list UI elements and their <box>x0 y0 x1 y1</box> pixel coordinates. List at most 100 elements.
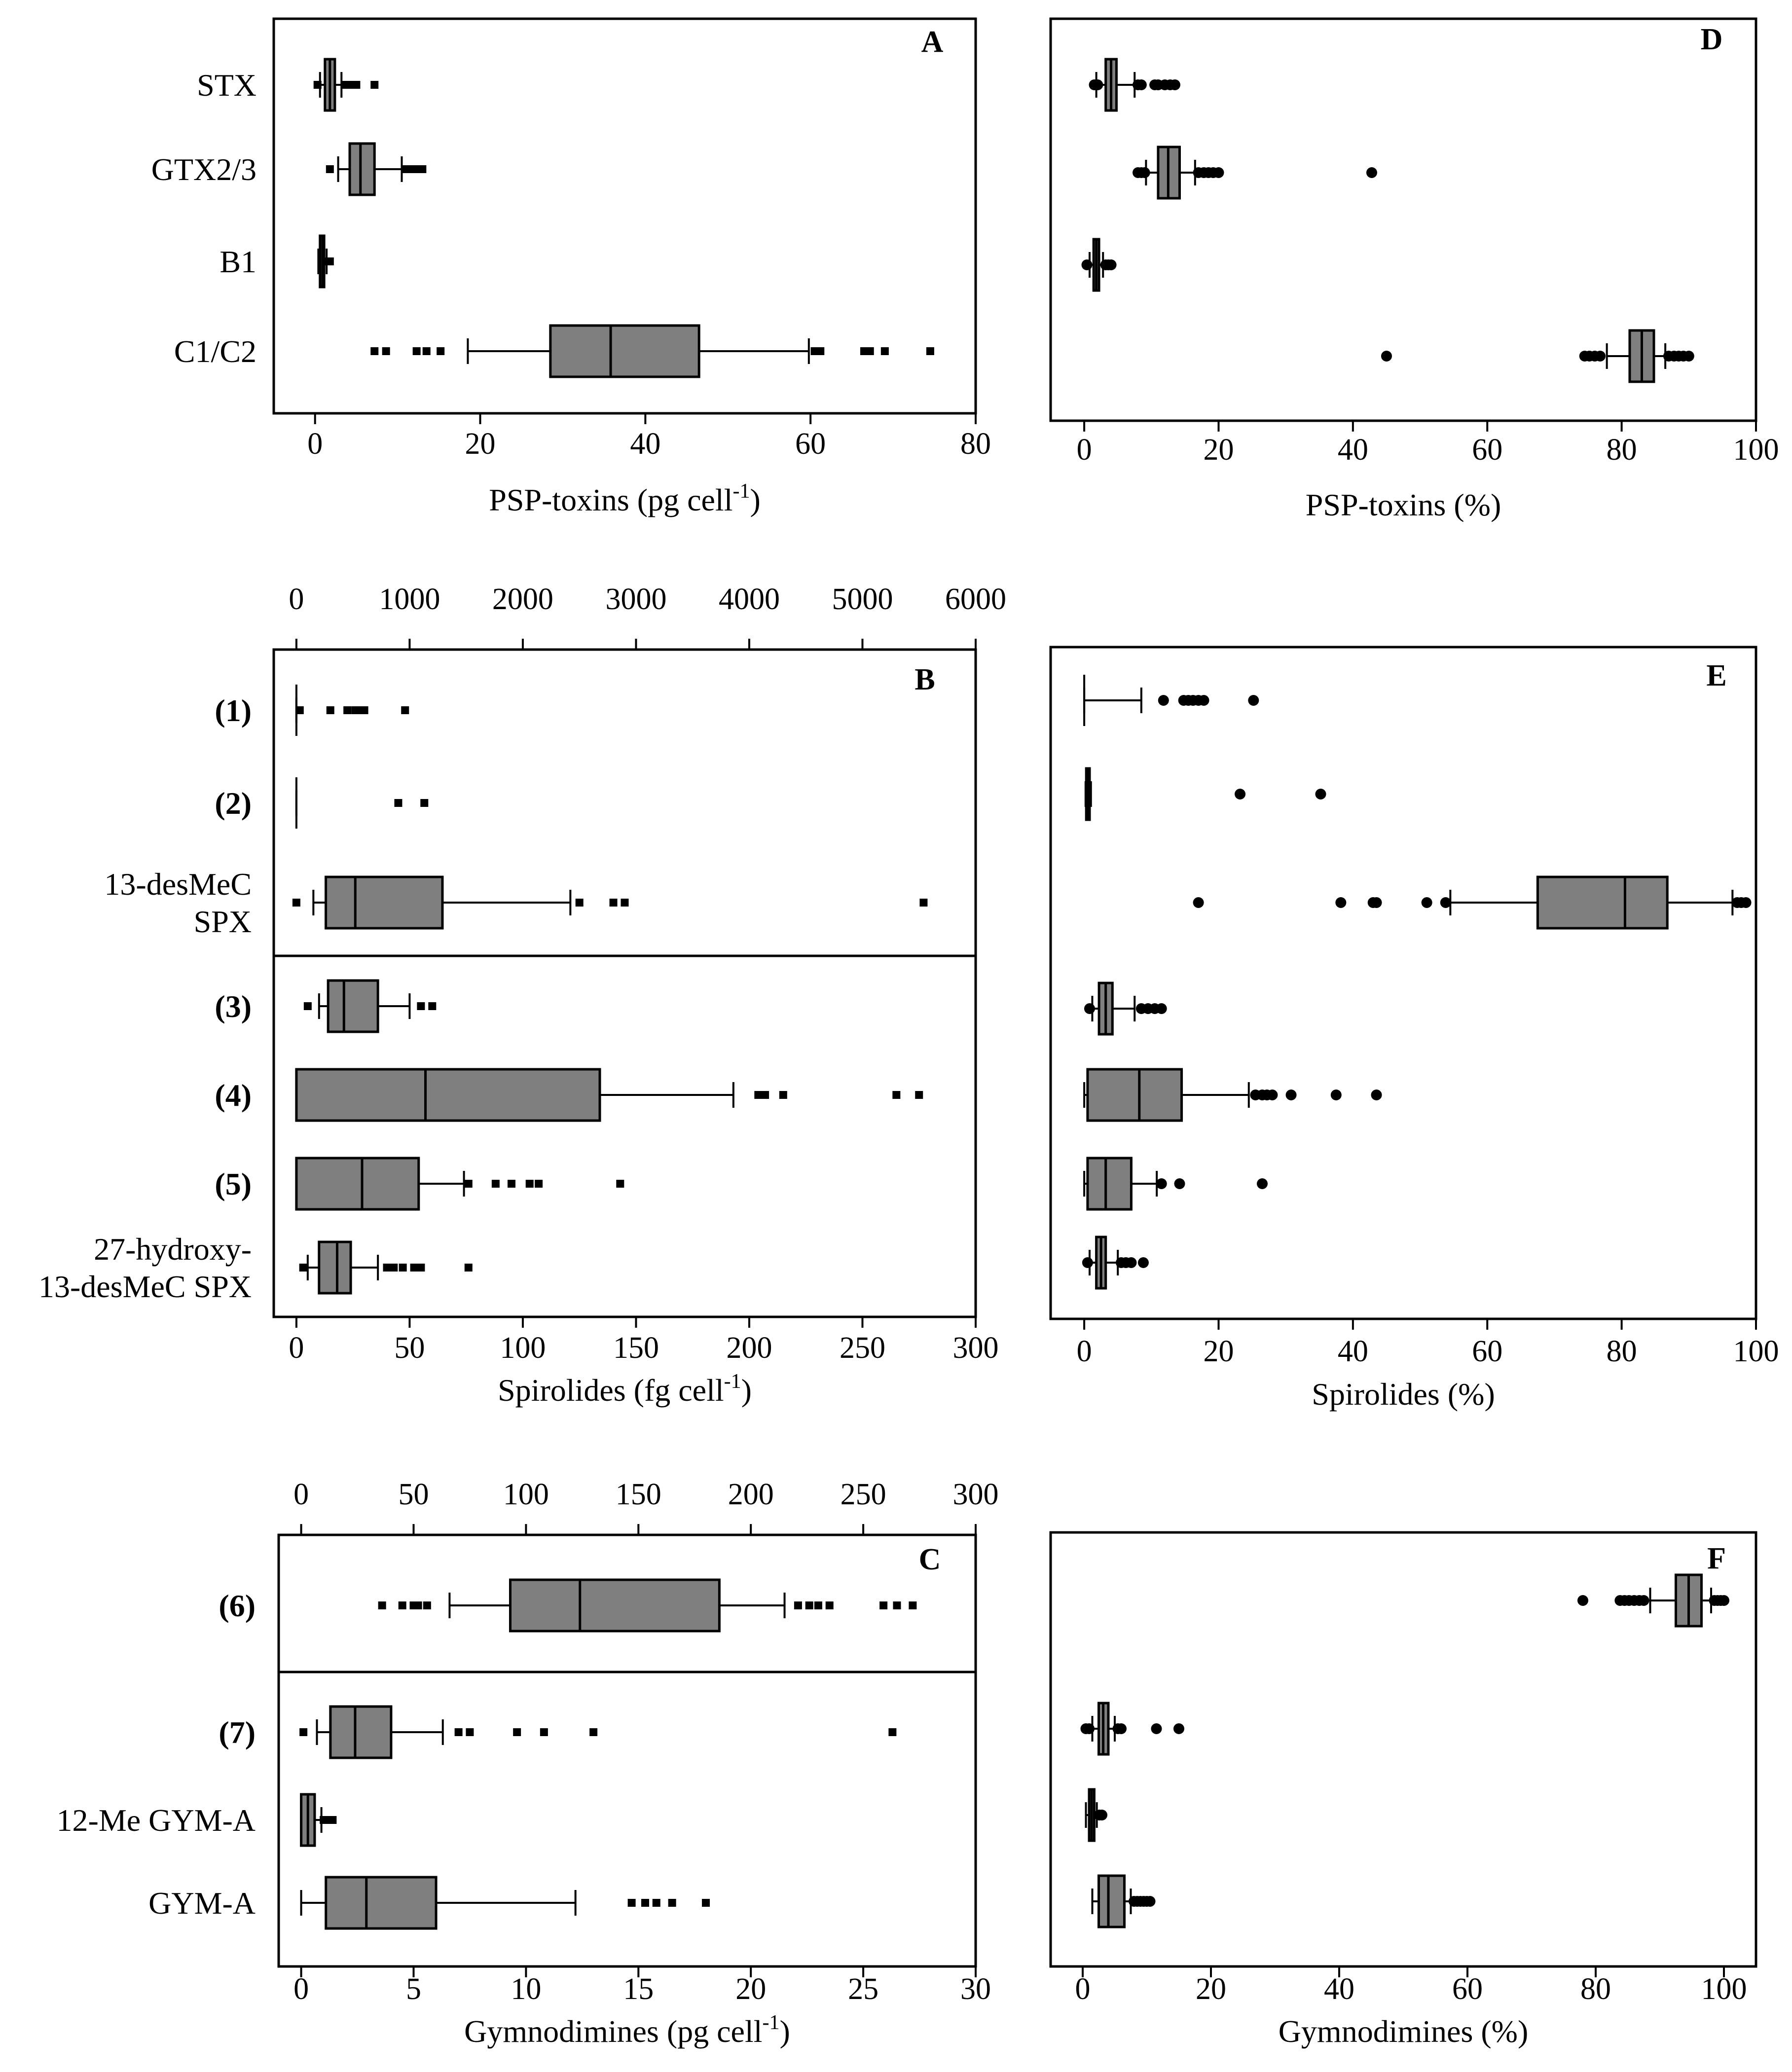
x-tick-label-e-20: 20 <box>1203 1335 1234 1368</box>
x-tick-label-c-20: 20 <box>735 1972 766 2006</box>
plot-frame-d <box>1049 17 1757 422</box>
outlier-c-7-4 <box>540 1728 548 1736</box>
box-c-7 <box>329 1705 393 1759</box>
top-tick-label-b-4000: 4000 <box>719 582 780 616</box>
panel-label-f: F <box>1707 1542 1726 1575</box>
outlier-a-stx-2 <box>346 81 354 89</box>
panel-c: C0 5 10 15 20 25 300 50 100 150 200 250 300Gymnodimi… <box>57 1478 999 2049</box>
box-e-5 <box>1086 1157 1133 1211</box>
category-label-b-2: (2) <box>215 786 252 821</box>
outlier-b-4-3 <box>892 1091 901 1099</box>
outlier-c-gym-a-3 <box>668 1899 676 1907</box>
x-tick-label-a-40: 40 <box>630 427 660 461</box>
outlier-e-4-3 <box>1267 1090 1278 1100</box>
plot-frame-c <box>277 1533 977 1968</box>
outlier-a-stx-0 <box>313 81 322 89</box>
x-tick-label-b-150: 150 <box>613 1331 659 1365</box>
x-axis-label-b: Spirolides (fg cell-1) <box>498 1370 752 1408</box>
category-label-b-3: (3) <box>215 989 252 1024</box>
category-label-b-4: (4) <box>215 1078 252 1113</box>
outlier-c-6-8 <box>825 1601 834 1609</box>
outlier-b-4-1 <box>761 1091 769 1099</box>
x-tick-label-f-80: 80 <box>1580 1972 1611 2006</box>
outlier-e-4-6 <box>1371 1090 1382 1100</box>
outlier-c-6-0 <box>378 1601 386 1609</box>
outlier-b-5-1 <box>491 1180 500 1188</box>
outlier-f-7-4 <box>1151 1723 1162 1734</box>
outlier-d-c1-c2-4 <box>1595 351 1606 362</box>
outlier-b-27-hydroxy-13-desmec-spx-4 <box>410 1264 418 1272</box>
outlier-c-6-6 <box>805 1601 813 1609</box>
outlier-a-gtx2-3-1 <box>402 165 410 173</box>
x-tick-label-f-0: 0 <box>1075 1972 1091 2006</box>
outlier-d-b1-0 <box>1081 259 1093 270</box>
category-label-c-12-me-gym-a: 12-Me GYM-A <box>57 1803 256 1838</box>
outlier-a-c1-c2-2 <box>412 347 421 355</box>
panel-label-e: E <box>1706 659 1726 692</box>
top-tick-label-b-3000: 3000 <box>605 582 666 616</box>
outlier-d-gtx2-3-2 <box>1139 167 1150 178</box>
outlier-c-gym-a-4 <box>702 1899 710 1907</box>
outlier-b-5-4 <box>535 1180 543 1188</box>
outlier-b-3-2 <box>428 1002 437 1010</box>
x-tick-label-e-0: 0 <box>1077 1335 1092 1368</box>
x-axis-label-a: PSP-toxins (pg cell-1) <box>489 480 761 517</box>
outlier-b-27-hydroxy-13-desmec-spx-1 <box>383 1264 391 1272</box>
outlier-d-b1-3 <box>1105 259 1117 270</box>
x-tick-label-a-80: 80 <box>960 427 991 461</box>
top-tick-label-c-100: 100 <box>503 1478 549 1511</box>
outlier-f-7-3 <box>1116 1723 1127 1734</box>
outlier-a-c1-c2-0 <box>370 347 379 355</box>
x-tick-label-b-250: 250 <box>840 1331 885 1365</box>
outlier-e-13-desmec-spx-5 <box>1440 897 1451 908</box>
x-tick-label-d-100: 100 <box>1733 433 1779 467</box>
box-b-5 <box>295 1157 420 1211</box>
x-tick-label-b-300: 300 <box>953 1331 999 1365</box>
x-tick-label-b-0: 0 <box>289 1331 304 1365</box>
category-label-a-stx: STX <box>197 68 256 103</box>
outlier-c-gym-a-1 <box>641 1899 649 1907</box>
outlier-a-stx-3 <box>352 81 361 89</box>
outlier-d-c1-c2-0 <box>1381 351 1392 362</box>
category-label-c-gym-a: GYM-A <box>148 1886 256 1921</box>
outlier-e-13-desmec-spx-3 <box>1371 897 1382 908</box>
x-tick-label-c-10: 10 <box>511 1972 541 2006</box>
outlier-b-27-hydroxy-13-desmec-spx-0 <box>299 1264 307 1272</box>
outlier-a-c1-c2-3 <box>422 347 431 355</box>
outlier-b-1-2 <box>343 706 352 714</box>
plot-frame-a <box>272 17 977 415</box>
outlier-e-2-1 <box>1315 789 1326 800</box>
outlier-c-7-5 <box>589 1728 598 1736</box>
x-tick-label-d-60: 60 <box>1472 433 1502 467</box>
outlier-b-5-3 <box>525 1180 534 1188</box>
box-c-gym-a <box>325 1876 438 1930</box>
box-b-3 <box>327 979 379 1033</box>
outlier-c-7-0 <box>299 1728 308 1736</box>
box-a-c1-c2 <box>549 324 700 378</box>
outlier-e-5-2 <box>1257 1178 1268 1189</box>
top-tick-label-b-5000: 5000 <box>832 582 893 616</box>
category-label-a-c1-c2: C1/C2 <box>174 334 256 369</box>
outlier-b-27-hydroxy-13-desmec-spx-6 <box>464 1264 473 1272</box>
outlier-d-gtx2-3-7 <box>1213 167 1224 178</box>
category-label-a-b1: B1 <box>219 244 256 279</box>
category-label-a-gtx2-3: GTX2/3 <box>151 152 256 187</box>
x-tick-label-c-15: 15 <box>623 1972 654 2006</box>
x-tick-label-a-0: 0 <box>307 427 323 461</box>
outlier-b-27-hydroxy-13-desmec-spx-2 <box>390 1264 398 1272</box>
panel-f: F 0 20 40 60 80 100 Gymnodimines (%) <box>1049 1531 1757 2049</box>
outlier-a-c1-c2-1 <box>382 347 390 355</box>
outlier-a-c1-c2-4 <box>437 347 445 355</box>
top-tick-label-c-200: 200 <box>728 1478 774 1511</box>
category-label-b-1: (1) <box>215 693 252 728</box>
x-tick-label-d-0: 0 <box>1077 433 1092 467</box>
x-tick-label-d-40: 40 <box>1338 433 1368 467</box>
outlier-b-4-0 <box>754 1091 763 1099</box>
outlier-a-stx-4 <box>370 81 379 89</box>
outlier-e-13-desmec-spx-4 <box>1421 897 1432 908</box>
outlier-b-5-5 <box>616 1180 624 1188</box>
x-tick-label-d-80: 80 <box>1607 433 1637 467</box>
panel-label-c: C <box>919 1543 941 1576</box>
outlier-f-7-1 <box>1084 1723 1095 1734</box>
x-tick-label-a-20: 20 <box>465 427 496 461</box>
